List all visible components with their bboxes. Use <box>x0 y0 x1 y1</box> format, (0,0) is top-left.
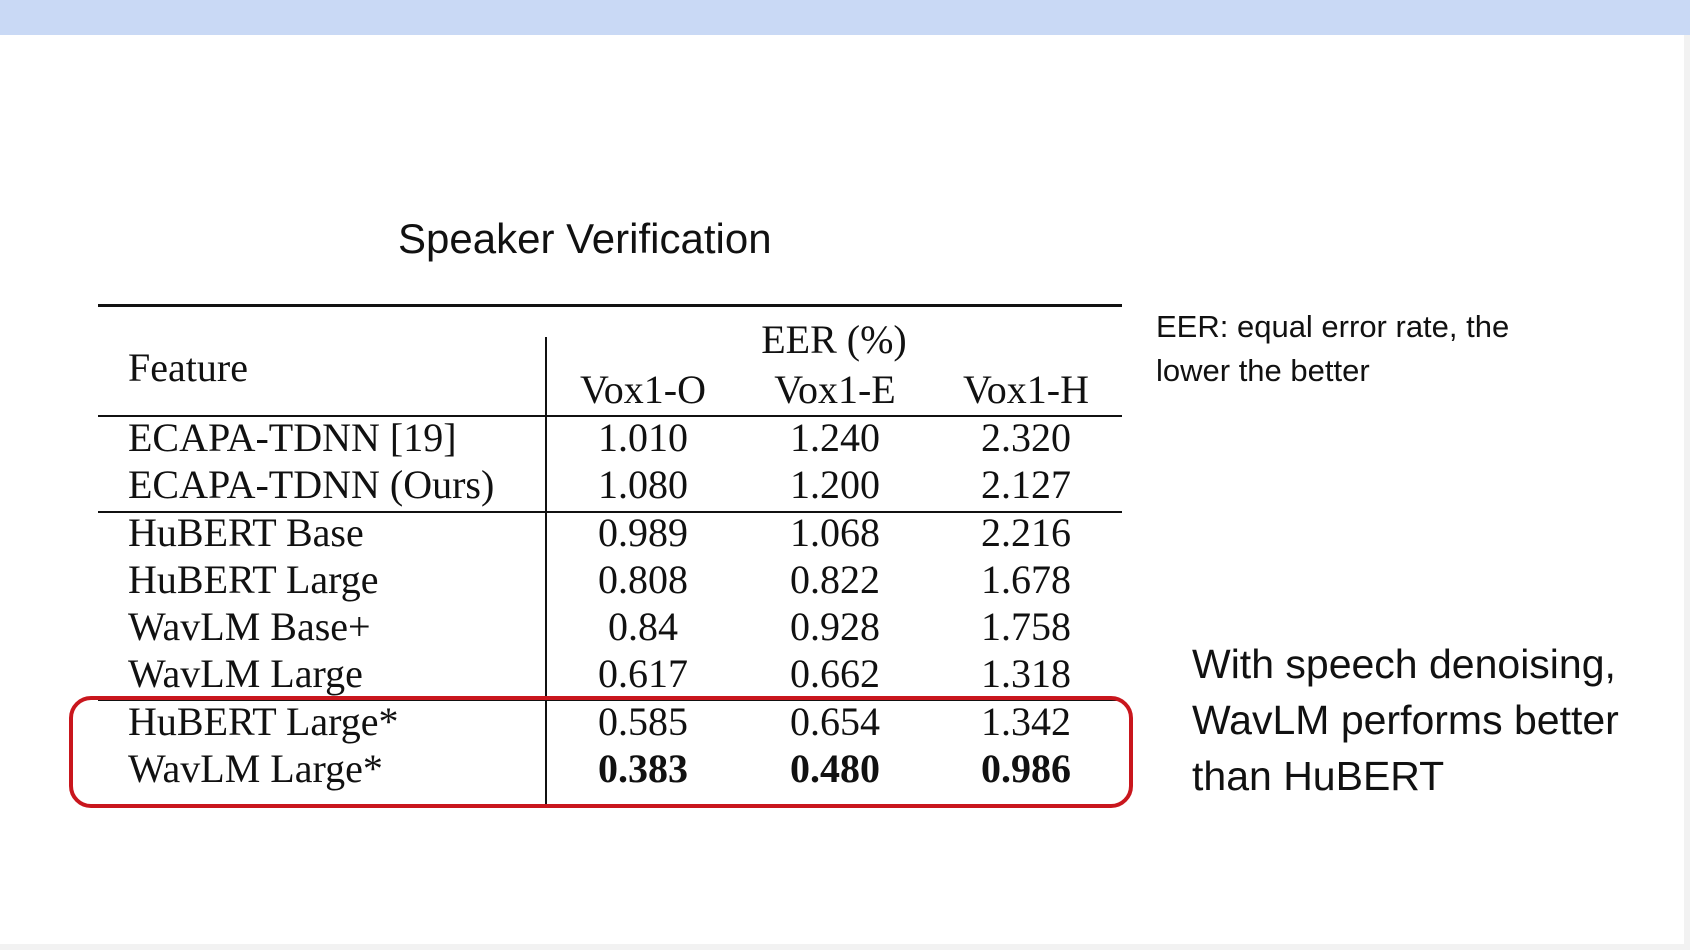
table-cell-value: 1.200 <box>790 462 880 507</box>
table-header-rule <box>98 415 1122 417</box>
denoise-note-line: than HuBERT <box>1192 753 1445 799</box>
table-cell-value: 0.617 <box>598 651 688 696</box>
table-cell-value: 2.127 <box>981 462 1071 507</box>
table-cell-value: 1.318 <box>981 651 1071 696</box>
table-cell-value: 1.068 <box>790 510 880 555</box>
eer-note: EER: equal error rate, the lower the bet… <box>1156 305 1509 393</box>
column-header-vox1-e: Vox1-E <box>774 367 896 412</box>
table-cell-value-best: 0.383 <box>598 746 688 791</box>
table-cell-value: 0.822 <box>790 557 880 602</box>
table-group-rule-1 <box>98 511 1122 513</box>
table-cell-value: 1.010 <box>598 415 688 460</box>
metric-header: EER (%) <box>761 317 907 362</box>
eer-note-line: lower the better <box>1156 353 1370 388</box>
table-cell-value: 0.928 <box>790 604 880 649</box>
table-cell-value: 0.989 <box>598 510 688 555</box>
results-table: Feature EER (%) Vox1-O Vox1-E Vox1-H ECA… <box>98 302 1122 806</box>
table-cell-value: 1.758 <box>981 604 1071 649</box>
denoise-note-line: With speech denoising, <box>1192 641 1616 687</box>
table-row-feature: HuBERT Large <box>128 557 379 602</box>
table-cell-value: 0.585 <box>598 699 688 744</box>
slide-top-band <box>0 0 1690 35</box>
column-header-vox1-h: Vox1-H <box>963 367 1089 412</box>
table-row-feature: ECAPA-TDNN [19] <box>128 415 457 460</box>
table-cell-value: 2.216 <box>981 510 1071 555</box>
denoise-note-line: WavLM performs better <box>1192 697 1619 743</box>
table-top-rule <box>98 304 1122 307</box>
table-row-feature: WavLM Base+ <box>128 604 371 649</box>
table-cell-value-best: 0.986 <box>981 746 1071 791</box>
slide-bottom-band <box>0 944 1690 950</box>
table-group-rule-2 <box>98 699 1122 701</box>
table-column-divider <box>545 337 547 806</box>
table-cell-value: 0.662 <box>790 651 880 696</box>
column-header-vox1-o: Vox1-O <box>580 367 706 412</box>
table-row-feature: WavLM Large* <box>128 746 383 791</box>
table-cell-value: 0.84 <box>608 604 678 649</box>
table-row-feature: ECAPA-TDNN (Ours) <box>128 462 495 507</box>
table-row-feature: HuBERT Base <box>128 510 364 555</box>
table-cell-value-best: 0.480 <box>790 746 880 791</box>
table-cell-value: 1.678 <box>981 557 1071 602</box>
eer-note-line: EER: equal error rate, the <box>1156 309 1510 344</box>
table-cell-value: 1.342 <box>981 699 1071 744</box>
denoise-note: With speech denoising, WavLM performs be… <box>1192 636 1619 804</box>
table-cell-value: 2.320 <box>981 415 1071 460</box>
table-cell-value: 0.808 <box>598 557 688 602</box>
table-row-feature: HuBERT Large* <box>128 699 399 744</box>
table-cell-value: 1.080 <box>598 462 688 507</box>
table-cell-value: 0.654 <box>790 699 880 744</box>
table-cell-value: 1.240 <box>790 415 880 460</box>
table-row-feature: WavLM Large <box>128 651 363 696</box>
slide-right-edge <box>1684 35 1690 944</box>
slide-title: Speaker Verification <box>398 215 772 262</box>
highlight-box <box>69 696 1133 808</box>
feature-header: Feature <box>128 345 248 390</box>
